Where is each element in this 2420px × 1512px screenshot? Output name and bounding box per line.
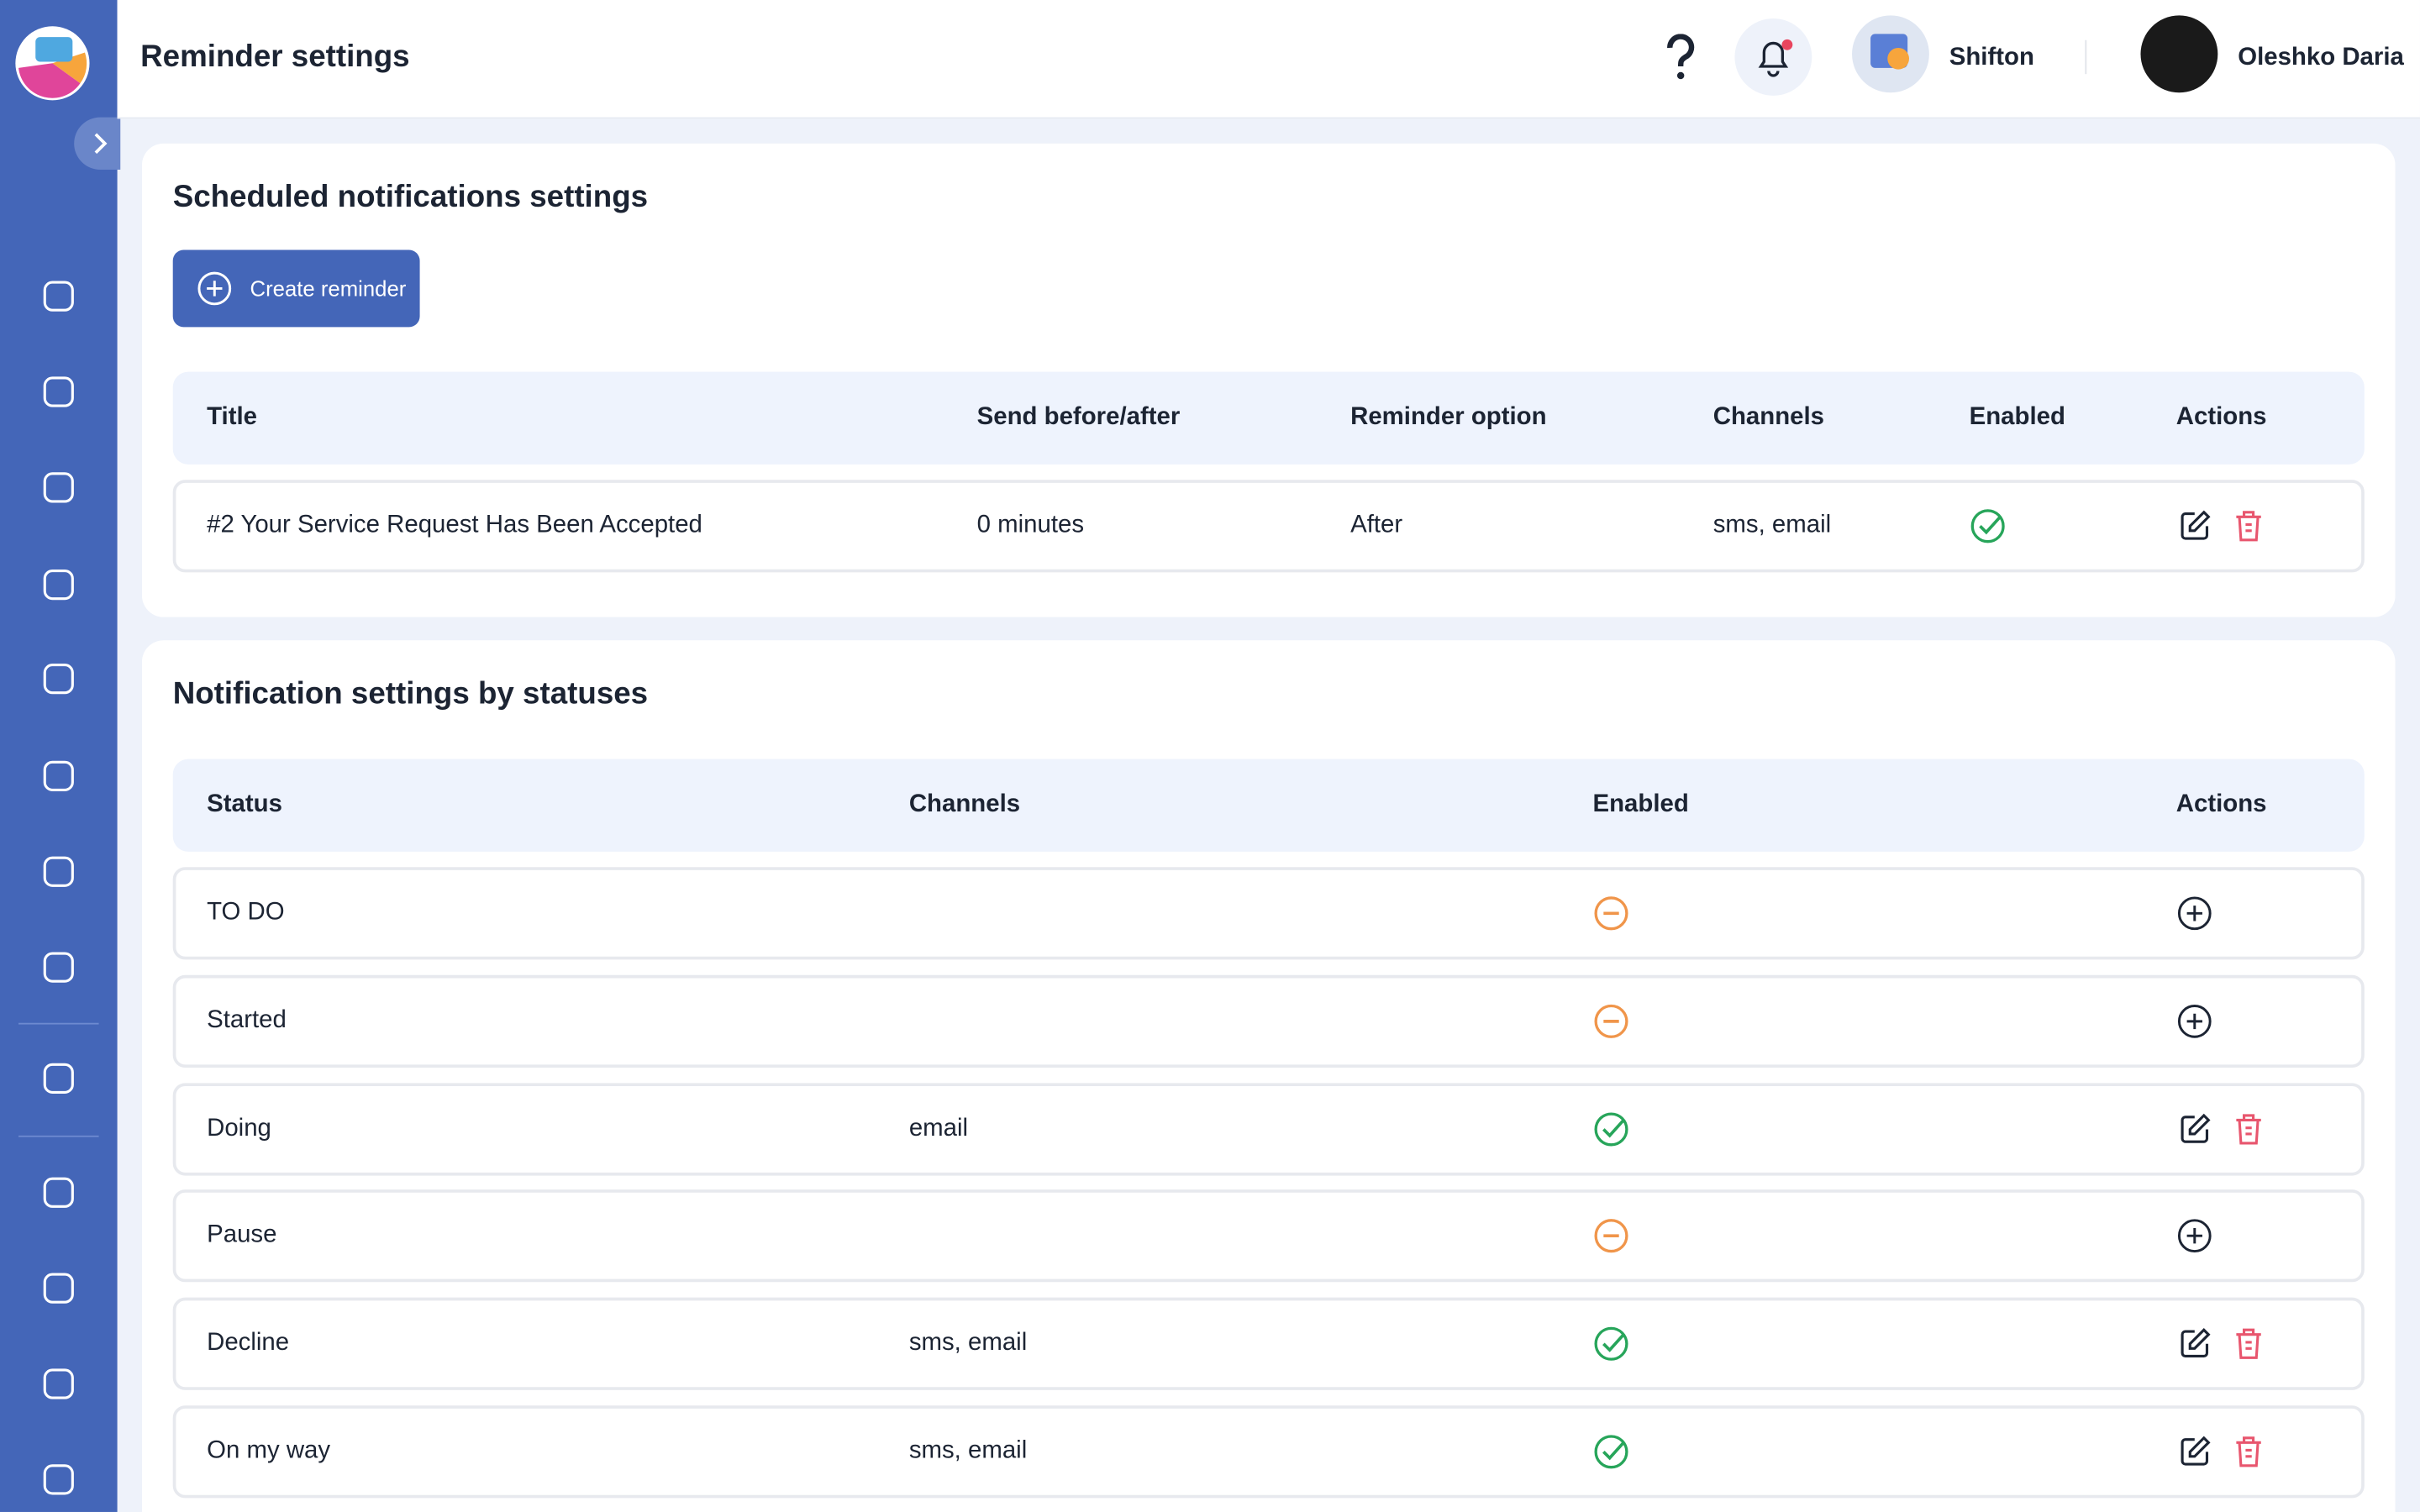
button-label[interactable]: Create reminder <box>250 276 407 302</box>
disabled-icon-glyph <box>1594 1004 1628 1038</box>
edit-button-glyph[interactable] <box>2176 1433 2213 1470</box>
cell-text: TO DO <box>207 899 285 927</box>
delete-button-glyph[interactable] <box>2230 507 2267 544</box>
logo <box>15 26 90 101</box>
edit-button-glyph[interactable] <box>2176 1326 2213 1362</box>
table-header: Status Channels Enabled Actions <box>172 759 2365 852</box>
sidebar <box>0 0 121 1512</box>
column-header: Reminder option <box>1350 404 1547 431</box>
enabled-icon-glyph <box>1594 1327 1628 1362</box>
cell-text: Pause <box>207 1222 277 1249</box>
nav-icon[interactable] <box>40 1174 77 1211</box>
column-header: Actions <box>2175 791 2267 818</box>
nav-icon[interactable] <box>40 1270 77 1307</box>
nav-icon[interactable] <box>40 1461 77 1498</box>
disabled-icon-glyph <box>1594 1219 1628 1253</box>
scheduled-card: Scheduled notifications settings Create … <box>141 143 2396 617</box>
company-name[interactable]: Shifton <box>1949 45 2034 71</box>
edit-button-glyph[interactable] <box>2176 507 2213 544</box>
table-header: Title Send before/after Reminder option Cha… <box>172 371 2365 465</box>
help-icon[interactable] <box>1660 34 1701 80</box>
nav-icon[interactable] <box>40 660 77 697</box>
column-header: Enabled <box>1969 404 2065 431</box>
collapse-toggle[interactable] <box>74 117 121 171</box>
table-row: Started <box>172 974 2365 1068</box>
column-header: Channels <box>1712 404 1825 431</box>
cell-text: Doing <box>207 1115 271 1142</box>
enabled-icon-glyph <box>1594 1435 1628 1469</box>
section-title: Notification settings by statuses <box>172 677 649 711</box>
company-avatar[interactable] <box>1852 15 1929 93</box>
nav-icon[interactable] <box>40 566 77 603</box>
cell-text: After <box>1350 512 1403 539</box>
column-header: Actions <box>2175 404 2267 431</box>
column-header: Status <box>207 791 282 818</box>
page-title: Reminder settings <box>140 39 410 75</box>
divider <box>2085 39 2087 75</box>
nav-icon[interactable] <box>40 758 77 795</box>
cell-text: sms, email <box>1712 512 1832 539</box>
table-row: Doing email <box>172 1082 2365 1175</box>
cell-text: sms, email <box>908 1437 1028 1465</box>
nav-icon[interactable] <box>40 1060 77 1097</box>
add-button-glyph[interactable] <box>2176 1218 2213 1255</box>
nav-icon[interactable] <box>40 373 77 410</box>
edit-button-glyph[interactable] <box>2176 1110 2213 1147</box>
notifications-button[interactable] <box>1734 18 1812 96</box>
cell-text: On my way <box>207 1437 331 1465</box>
nav-divider <box>18 1135 99 1137</box>
enabled-icon-glyph <box>1594 1111 1628 1146</box>
nav-divider <box>18 1022 99 1025</box>
cell-text: sms, email <box>908 1330 1028 1357</box>
enabled-icon-glyph <box>1970 509 2005 543</box>
cell-text: email <box>908 1115 969 1142</box>
cell-text: Started <box>207 1006 287 1034</box>
column-header: Send before/after <box>976 404 1181 431</box>
create-reminder-button[interactable]: Create reminder <box>172 249 420 328</box>
user-name[interactable]: Oleshko Daria <box>2238 45 2404 71</box>
nav-icon[interactable] <box>40 1365 77 1402</box>
column-header: Enabled <box>1592 791 1689 818</box>
add-button-glyph[interactable] <box>2176 1002 2213 1039</box>
column-header: Channels <box>908 791 1021 818</box>
cell-text: #2 Your Service Request Has Been Accepte… <box>207 512 702 539</box>
table-row: TO DO <box>172 867 2365 960</box>
status-card: Notification settings by statuses Status… <box>141 640 2396 1512</box>
nav-icon[interactable] <box>40 469 77 506</box>
delete-button-glyph[interactable] <box>2230 1110 2267 1147</box>
add-button-glyph[interactable] <box>2176 895 2213 932</box>
nav-icon[interactable] <box>40 853 77 890</box>
cell-text: 0 minutes <box>976 512 1085 539</box>
table-row: On my way sms, email <box>172 1405 2365 1499</box>
disabled-icon-glyph <box>1594 896 1628 931</box>
delete-button-glyph[interactable] <box>2230 1433 2267 1470</box>
cell-text: Decline <box>207 1330 290 1357</box>
table-row: Decline sms, email <box>172 1298 2365 1391</box>
nav-icon[interactable] <box>40 278 77 315</box>
column-header: Title <box>207 404 258 431</box>
user-avatar[interactable] <box>2140 15 2218 93</box>
section-title: Scheduled notifications settings <box>172 180 649 215</box>
table-row: #2 Your Service Request Has Been Accepte… <box>172 480 2365 573</box>
delete-button-glyph[interactable] <box>2230 1326 2267 1362</box>
nav-icon[interactable] <box>40 949 77 986</box>
top-bar: Reminder settings Shifton Oleshko Daria <box>117 0 2420 119</box>
table-row: Pause <box>172 1189 2365 1284</box>
